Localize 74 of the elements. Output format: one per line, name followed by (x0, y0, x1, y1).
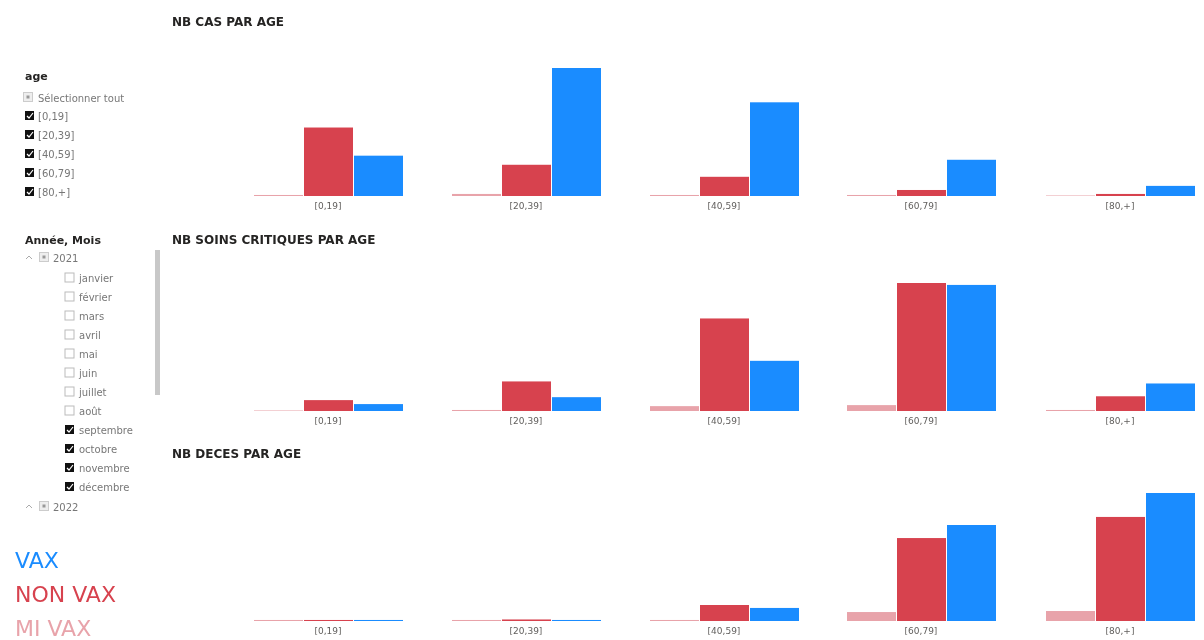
bar (750, 607, 799, 621)
x-tick-label: [20,39] (509, 416, 543, 426)
x-tick-label: [60,79] (904, 416, 938, 426)
x-tick-label: [80,+] (1105, 626, 1135, 636)
text: MI VAX (15, 616, 92, 640)
text: [60,79] (38, 168, 75, 179)
bar (750, 102, 799, 196)
bar (847, 612, 896, 621)
bar (700, 605, 749, 621)
text: [0,19] (38, 111, 69, 122)
bar (847, 405, 896, 411)
bar (750, 360, 799, 411)
text: mars (79, 311, 105, 322)
text: novembre (79, 463, 130, 474)
text: janvier (78, 273, 115, 284)
chart-title: NB DECES PAR AGE (172, 447, 302, 461)
text: VAX (15, 548, 59, 573)
bar (552, 397, 601, 411)
x-tick-label: [20,39] (509, 201, 543, 211)
x-tick-label: [60,79] (904, 626, 938, 636)
text: septembre (79, 425, 133, 436)
text: octobre (79, 444, 118, 455)
text: Année, Mois (25, 234, 102, 247)
text: février (79, 292, 113, 303)
bar (502, 164, 551, 196)
bar (1096, 193, 1145, 196)
bar (502, 381, 551, 411)
x-tick-label: [20,39] (509, 626, 543, 636)
bar (452, 193, 501, 196)
text: avril (79, 330, 101, 341)
text: mai (79, 349, 98, 360)
text: [80,+] (38, 187, 71, 198)
bar (700, 318, 749, 411)
bar (947, 525, 996, 621)
text: juin (78, 368, 98, 379)
chart-title: NB SOINS CRITIQUES PAR AGE (172, 233, 376, 247)
text: age (25, 70, 48, 83)
x-tick-label: [40,59] (707, 201, 741, 211)
x-tick-label: [40,59] (707, 416, 741, 426)
text: août (79, 406, 102, 417)
text: juillet (78, 387, 107, 398)
bar (897, 189, 946, 196)
x-tick-label: [0,19] (314, 201, 342, 211)
text: 2021 (53, 253, 79, 264)
text: NON VAX (15, 582, 116, 607)
bar (1146, 383, 1195, 411)
bar (1096, 516, 1145, 621)
bar (1146, 493, 1195, 621)
x-tick-label: [0,19] (314, 416, 342, 426)
bar (897, 283, 946, 411)
x-tick-label: [80,+] (1105, 416, 1135, 426)
x-tick-label: [60,79] (904, 201, 938, 211)
x-tick-label: [40,59] (707, 626, 741, 636)
bar (1146, 185, 1195, 196)
text: Sélectionner tout (38, 93, 125, 104)
text: décembre (79, 482, 130, 493)
bar (700, 176, 749, 196)
bar (947, 159, 996, 196)
bar (354, 155, 403, 196)
bar (897, 538, 946, 621)
text: 2022 (53, 502, 79, 513)
bar (552, 68, 601, 196)
bar (304, 127, 353, 196)
bar (304, 400, 353, 411)
bar (354, 404, 403, 411)
x-tick-label: [0,19] (314, 626, 342, 636)
chart-title: NB CAS PAR AGE (172, 15, 285, 29)
text: [20,39] (38, 130, 75, 141)
bar (1046, 611, 1095, 621)
text: [40,59] (38, 149, 75, 160)
bar (650, 406, 699, 411)
bar (947, 284, 996, 411)
x-tick-label: [80,+] (1105, 201, 1135, 211)
bar (1096, 396, 1145, 411)
